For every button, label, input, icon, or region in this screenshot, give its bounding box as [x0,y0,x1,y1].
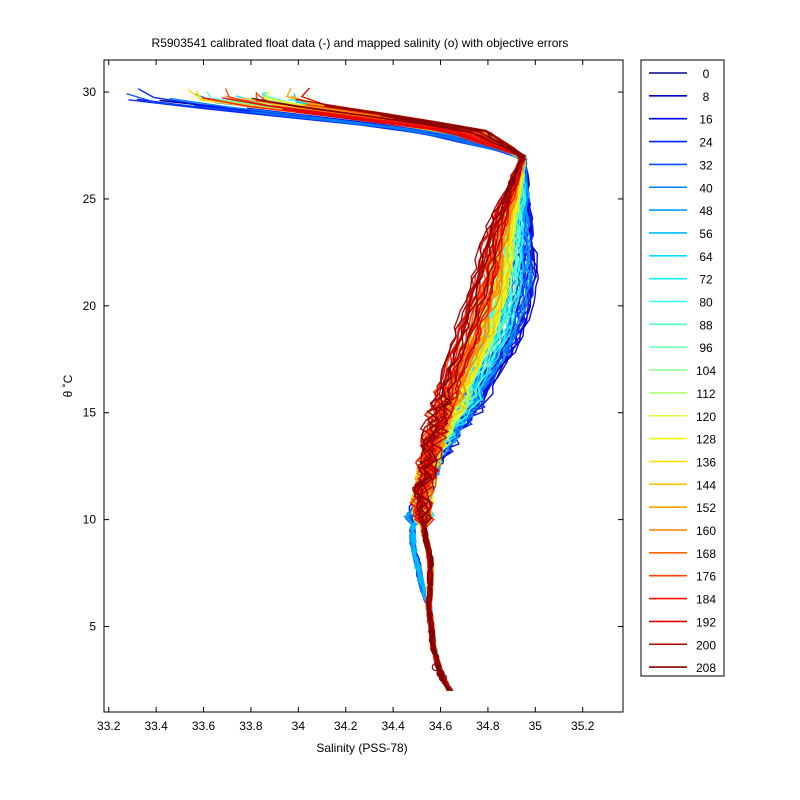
x-tick-label: 34.4 [381,719,405,733]
profile-traces [126,87,540,692]
legend-label-32: 32 [699,158,713,172]
legend-label-184: 184 [696,593,716,607]
mapped-salinity-point [436,669,445,678]
legend-label-192: 192 [696,615,716,629]
y-tick-label: 15 [83,406,97,420]
profile-trace-208 [380,114,522,691]
profile-trace-208 [324,105,524,691]
x-tick-label: 34.6 [429,719,453,733]
x-axis-label: Salinity (PSS-78) [316,741,407,755]
legend-label-88: 88 [699,318,713,332]
x-tick-label: 35 [529,719,543,733]
x-tick-label: 33.8 [239,719,263,733]
legend-box [640,59,725,677]
legend-label-40: 40 [699,181,713,195]
y-tick-label: 5 [89,619,96,633]
legend-label-160: 160 [696,524,716,538]
legend-label-8: 8 [703,90,710,104]
legend-label-208: 208 [696,661,716,675]
legend-label-16: 16 [699,113,713,127]
y-axis-ticks: 5 10 15 20 25 30 [83,85,623,633]
legend-label-152: 152 [696,501,716,515]
legend-label-176: 176 [696,570,716,584]
legend-label-0: 0 [703,67,710,81]
mapped-salinity-markers [431,663,447,682]
y-tick-label: 20 [83,299,97,313]
legend-label-80: 80 [699,296,713,310]
x-tick-label: 33.6 [192,719,216,733]
legend-label-104: 104 [696,364,716,378]
x-axis-ticks: 33.2 33.4 33.6 33.8 34 34.2 34.4 34.6 34.8 35 35.2 [97,60,595,733]
legend-label-200: 200 [696,638,716,652]
y-tick-label: 30 [83,85,97,99]
legend-label-120: 120 [696,410,716,424]
y-tick-label: 25 [83,192,97,206]
x-tick-label: 34.8 [476,719,500,733]
x-tick-label: 34 [292,719,306,733]
legend-label-48: 48 [699,204,713,218]
x-tick-label: 33.4 [144,719,168,733]
legend-label-64: 64 [699,250,713,264]
plot-axes-box [103,59,624,713]
chart-title: R5903541 calibrated float data (-) and m… [152,36,569,50]
y-axis-label: θ ˚C [61,374,75,397]
legend: 0 8 16 24 32 40 48 56 64 72 80 88 96 104 112 120 128 136 1… [649,67,716,675]
x-tick-label: 33.2 [97,719,121,733]
x-tick-label: 35.2 [571,719,595,733]
legend-label-72: 72 [699,273,713,287]
legend-label-112: 112 [696,387,715,401]
legend-label-24: 24 [699,136,713,150]
legend-label-136: 136 [696,455,716,469]
x-tick-label: 34.2 [334,719,358,733]
profile-trace-208 [251,97,525,692]
legend-label-144: 144 [696,478,716,492]
legend-label-128: 128 [696,433,716,447]
legend-label-168: 168 [696,547,716,561]
legend-label-56: 56 [699,227,713,241]
legend-label-96: 96 [699,341,713,355]
mapped-salinity-point [438,673,447,682]
y-tick-label: 10 [83,513,97,527]
mapped-salinity-point [431,663,440,672]
